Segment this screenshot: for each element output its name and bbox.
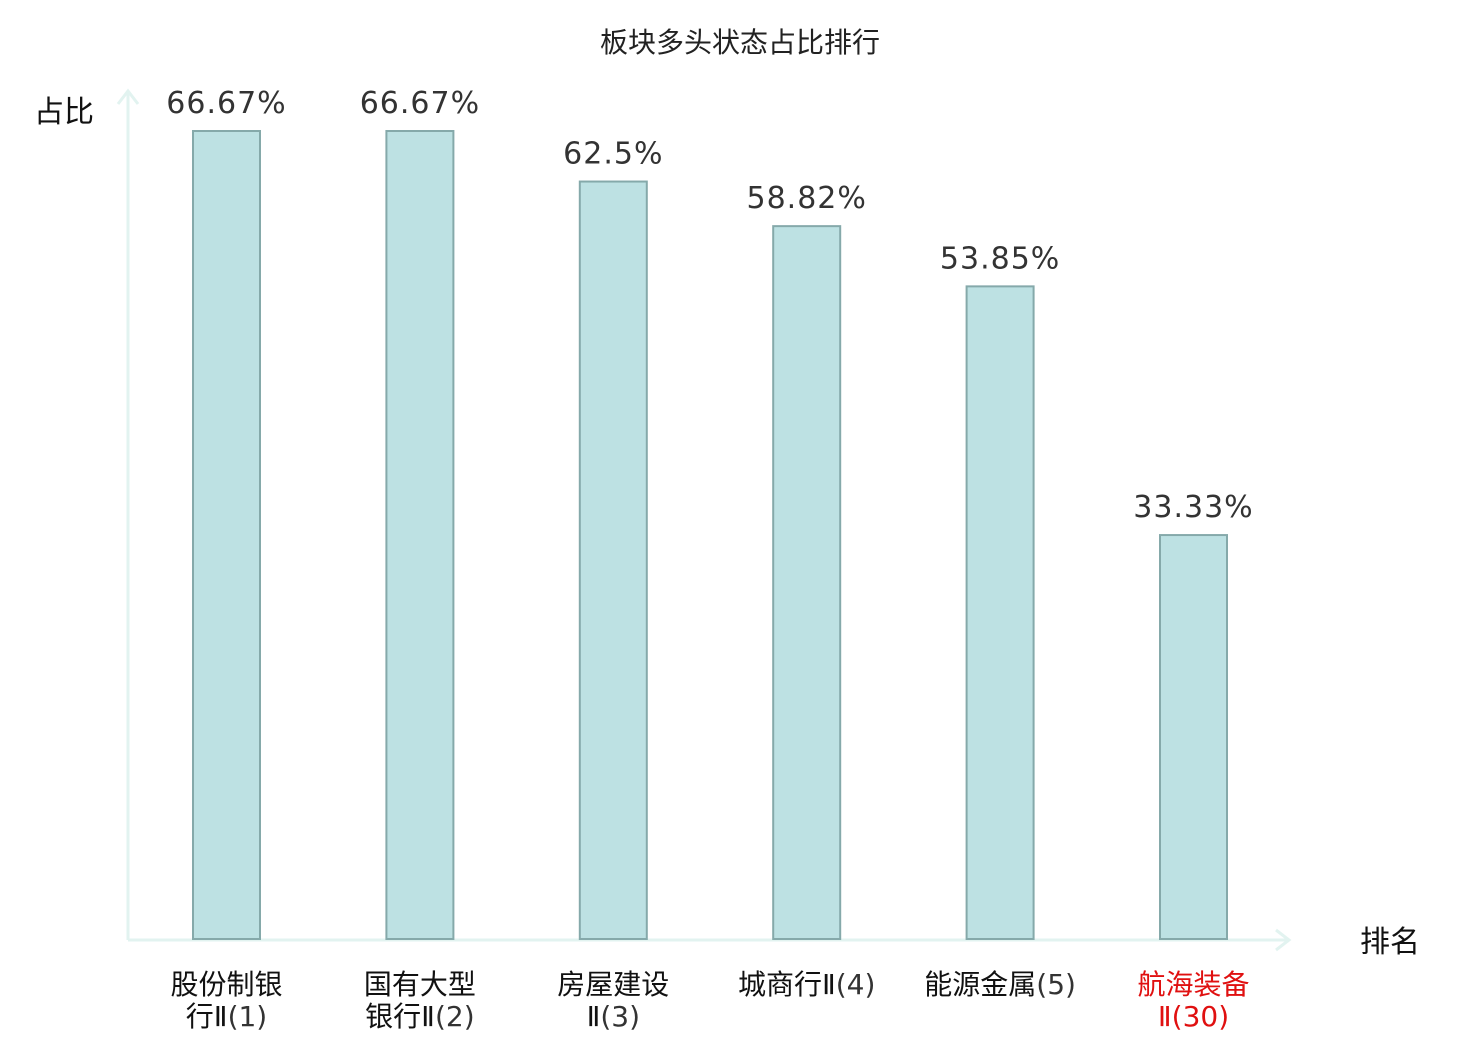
data-label: 33.33% [1133, 490, 1253, 525]
data-label: 53.85% [940, 241, 1060, 276]
tick-label-line2: Ⅱ(30) [1158, 1000, 1229, 1033]
data-label: 66.67% [360, 86, 480, 121]
tick-label: 城商行Ⅱ(4) [738, 968, 875, 1001]
tick-label-line2: 行Ⅱ(1) [186, 1000, 267, 1033]
bar-series [192, 130, 1228, 941]
bar [965, 285, 1035, 941]
bar [1159, 534, 1228, 940]
tick-label: 房屋建设 [557, 968, 669, 1001]
tick-label: 股份制银 [170, 968, 282, 1001]
tick-label: 国有大型 [364, 968, 476, 1001]
y-axis-arrow-icon [116, 88, 140, 105]
tick-label-line2: Ⅱ(3) [587, 1000, 640, 1033]
tick-label-line2: 银行Ⅱ(2) [365, 1000, 474, 1033]
value-labels: 66.67% 66.67% 62.5% 58.82% 53.85% 33.33% [166, 86, 1253, 525]
tick-label: 航海装备 [1137, 968, 1249, 1001]
x-axis-arrow-icon [1275, 928, 1292, 952]
data-label: 62.5% [563, 137, 663, 172]
bar [578, 180, 648, 940]
tick-label: 能源金属(5) [924, 968, 1076, 1001]
bar [192, 130, 261, 940]
chart-title: 板块多头状态占比排行 [600, 26, 880, 59]
bar [772, 225, 842, 940]
data-label: 66.67% [166, 86, 286, 121]
bar [385, 130, 455, 940]
data-label: 58.82% [747, 181, 867, 216]
y-axis-label: 占比 [34, 95, 94, 130]
x-axis-label: 排名 [1360, 925, 1420, 960]
